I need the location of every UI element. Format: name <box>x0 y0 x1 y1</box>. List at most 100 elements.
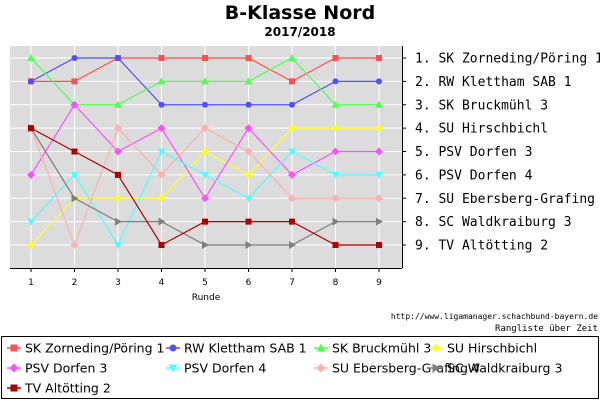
data-point <box>27 241 35 249</box>
legend-box <box>1 336 599 399</box>
data-point <box>376 78 382 85</box>
legend-label: PSV Dorfen 4 <box>184 361 266 376</box>
legend-marker <box>9 363 19 373</box>
data-point <box>115 55 121 61</box>
data-point <box>375 100 383 108</box>
x-axis-label: Runde <box>192 293 221 303</box>
legend-marker <box>10 384 18 392</box>
legend-marker <box>168 364 178 373</box>
data-point <box>289 78 295 85</box>
data-point <box>157 148 166 156</box>
legend-item: TV Altötting 2 <box>7 381 111 396</box>
series-6 <box>27 148 383 249</box>
data-point <box>115 171 121 178</box>
x-tick-label: 8 <box>333 278 339 288</box>
data-point <box>70 171 79 179</box>
legend-marker <box>316 343 326 352</box>
data-point <box>331 147 340 156</box>
data-point <box>115 217 122 226</box>
data-point <box>201 147 209 156</box>
data-point <box>289 218 295 225</box>
series-5 <box>27 100 383 203</box>
data-point <box>245 55 252 61</box>
data-point <box>202 55 208 61</box>
x-tick-label: 7 <box>289 278 295 288</box>
rank-label: 9. TV Altötting 2 <box>415 239 548 254</box>
x-tick-label: 6 <box>246 278 252 288</box>
x-tick-label: 9 <box>376 278 382 288</box>
data-point <box>244 77 253 85</box>
legend-marker <box>432 363 441 373</box>
data-point <box>244 170 253 179</box>
legend-marker <box>316 363 326 373</box>
data-point <box>288 54 296 61</box>
x-tick-label: 4 <box>159 278 165 288</box>
data-point <box>332 242 339 248</box>
data-point <box>201 171 209 179</box>
data-point <box>158 217 166 226</box>
data-point <box>376 55 382 61</box>
data-point <box>70 100 79 109</box>
data-point <box>245 241 253 249</box>
data-point <box>289 241 296 249</box>
data-point <box>157 194 166 203</box>
data-point <box>201 77 209 85</box>
data-point <box>158 242 165 248</box>
data-point <box>244 195 253 203</box>
axes: 1 2 3 4 5 6 7 8 9 <box>10 46 406 288</box>
legend-marker <box>431 343 441 353</box>
data-point <box>114 100 122 108</box>
data-point <box>114 242 122 249</box>
rank-label: 7. SU Ebersberg-Grafing 4 <box>415 192 600 207</box>
x-tick-label: 1 <box>28 278 34 288</box>
legend-label: SU Hirschbichl <box>447 341 537 356</box>
data-point <box>28 125 34 132</box>
series-lines <box>27 54 383 249</box>
data-point <box>288 124 296 133</box>
rank-label: 3. SK Bruckmühl 3 <box>415 98 548 113</box>
legend-item: PSV Dorfen 3 <box>7 361 107 376</box>
data-point <box>375 124 383 133</box>
series-9 <box>28 125 382 248</box>
data-point <box>157 124 166 133</box>
data-point <box>27 170 35 179</box>
data-point <box>288 194 296 203</box>
data-point <box>114 124 122 133</box>
data-point <box>376 242 382 248</box>
data-point <box>331 124 340 133</box>
data-point <box>71 194 79 203</box>
data-point <box>202 241 209 249</box>
rank-labels: 1. SK Zorneding/Pöring 1 2. RW Klettham S… <box>415 52 600 254</box>
data-point <box>332 217 340 226</box>
source-url: http://www.ligamanager.schachbund-bayern… <box>391 312 598 321</box>
rank-label: 4. SU Hirschbichl <box>415 122 548 137</box>
data-point <box>331 171 340 179</box>
x-tick-label: 5 <box>202 278 208 288</box>
data-point <box>201 124 209 133</box>
legend-label: SC Waldkraiburg 3 <box>447 361 562 376</box>
data-point <box>158 55 165 61</box>
rank-label: 6. PSV Dorfen 4 <box>415 168 533 183</box>
data-point <box>375 194 383 203</box>
chart-title: B-Klasse Nord <box>225 2 375 24</box>
x-tick-label: 3 <box>115 278 121 288</box>
data-point <box>27 218 35 226</box>
data-point <box>245 218 252 225</box>
data-point <box>71 55 78 61</box>
data-point <box>158 101 165 108</box>
data-point <box>27 54 35 61</box>
rank-label: 2. RW Klettham SAB 1 <box>415 75 572 90</box>
legend-item: RW Klettham SAB 1 <box>166 341 307 356</box>
data-point <box>28 78 34 85</box>
data-point <box>289 101 295 108</box>
legend-item: SU Ebersberg-Grafing 4 <box>314 361 480 376</box>
data-point <box>245 101 252 108</box>
data-point <box>288 148 296 156</box>
data-point <box>331 194 340 203</box>
chart-subtitle: 2017/2018 <box>264 25 335 39</box>
data-point <box>244 147 253 156</box>
legend-label: TV Altötting 2 <box>24 381 111 396</box>
data-point <box>71 78 78 85</box>
data-point <box>332 78 339 85</box>
